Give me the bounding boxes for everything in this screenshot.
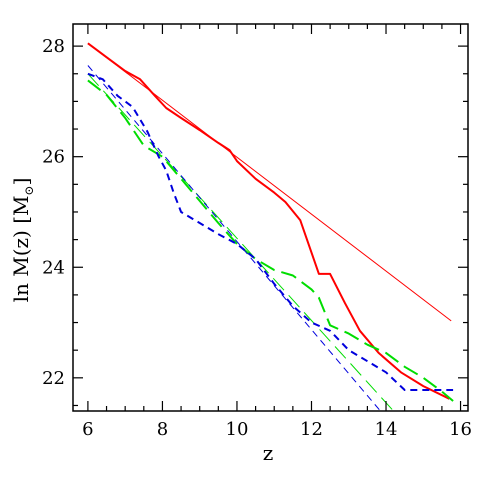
series-line-red-thin-1 bbox=[87, 42, 452, 322]
series-line-green-thin-3 bbox=[87, 73, 394, 411]
x-tick-label: 16 bbox=[449, 419, 472, 440]
series-line-blue-thin-5 bbox=[87, 65, 381, 411]
x-axis-title: z bbox=[263, 441, 274, 465]
y-axis-title-close: ] bbox=[9, 178, 33, 186]
x-tick-label: 6 bbox=[82, 419, 93, 440]
y-tick-label: 26 bbox=[42, 147, 65, 168]
plot-series-group bbox=[87, 42, 454, 411]
x-tick-label: 12 bbox=[300, 419, 323, 440]
x-tick-label: 14 bbox=[375, 419, 398, 440]
tick-labels-group: 6 8 10 12 14 16 22 24 26 28 bbox=[42, 36, 472, 440]
y-axis-title-subscript: ⊙ bbox=[22, 185, 36, 195]
y-axis-title-main: ln M(z) [M bbox=[9, 195, 33, 302]
y-tick-label: 22 bbox=[42, 368, 65, 389]
y-tick-label: 28 bbox=[42, 36, 65, 57]
axis-ticks-group bbox=[73, 24, 468, 411]
series-line-green-thick-2 bbox=[87, 79, 454, 402]
y-tick-label: 24 bbox=[42, 257, 65, 278]
x-tick-label: 8 bbox=[157, 419, 168, 440]
plot-frame bbox=[72, 23, 469, 412]
x-tick-label: 10 bbox=[226, 419, 249, 440]
y-axis-title: ln M(z) [M⊙] bbox=[9, 178, 36, 303]
